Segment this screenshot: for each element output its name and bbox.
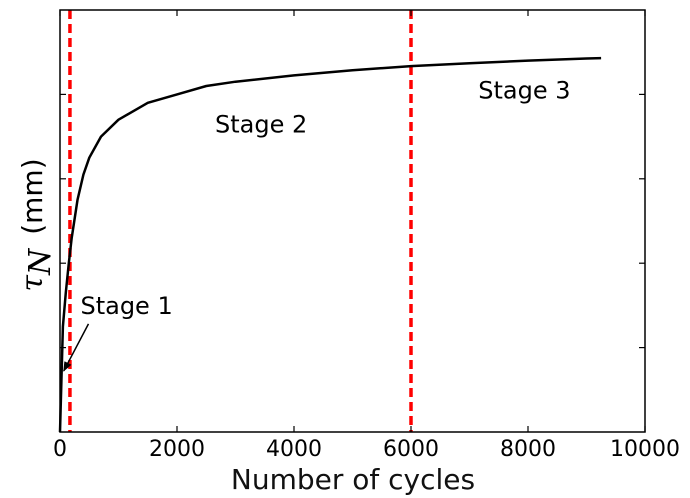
y-axis-symbol: τ [15,275,50,292]
svg-text:τN(mm): τN (mm) [15,158,58,291]
annotation-arrow [63,323,90,372]
x-tick-label: 0 [53,437,67,462]
y-axis-title: τN (mm) [15,158,58,291]
x-tick-label: 4000 [266,437,322,462]
y-axis-unit: (mm) [16,158,49,234]
plot-frame [59,9,646,433]
annotation-stage-1: Stage 1 [80,292,172,320]
x-tick-label: 8000 [500,437,556,462]
annotations: Stage 1 Stage 2 Stage 3 [63,77,571,372]
y-axis [60,93,645,349]
x-axis-title: Number of cycles [231,463,475,496]
x-tick-label: 2000 [149,437,205,462]
series-line-1 [58,56,602,433]
x-axis: 0 2000 4000 6000 8000 10000 [53,10,680,462]
x-tick-label: 6000 [383,437,439,462]
y-axis-subscript: N [23,247,58,276]
x-tick-label: 10000 [610,437,680,462]
annotation-stage-2: Stage 2 [215,110,307,138]
annotation-stage-3: Stage 3 [478,77,570,105]
plot-area [58,10,602,433]
